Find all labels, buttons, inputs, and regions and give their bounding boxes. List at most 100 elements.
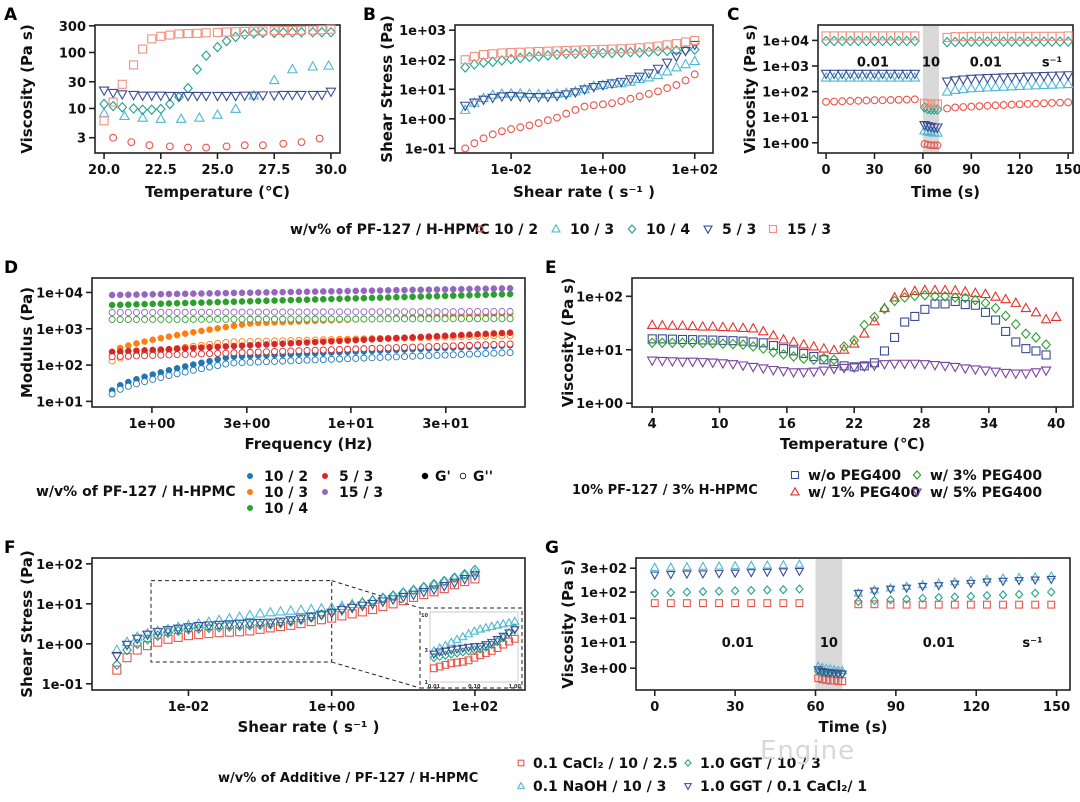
legend-label: G'' (473, 469, 493, 485)
data-point (589, 45, 599, 55)
panel-F: F 0.01 0.10 1.00 1 3 10 1e-02 1e+00 1e+02 1e-01 1e+… (4, 538, 526, 736)
data-point (966, 600, 975, 609)
data-point (193, 111, 205, 122)
data-point (238, 298, 246, 305)
legend-label: w/o PEG400 (808, 468, 901, 484)
data-point (569, 88, 581, 99)
data-point (852, 71, 864, 82)
data-point (1055, 36, 1066, 47)
inset-data-point (476, 651, 485, 660)
data-point (899, 287, 911, 298)
data-point (441, 286, 449, 293)
panel-D: D 1e+00 3e+00 1e+01 3e+01 1e+01 1e+02 1e+03 1e+0… (4, 258, 526, 453)
data-point (929, 360, 941, 371)
data-point (230, 289, 238, 297)
data-point (141, 630, 154, 641)
data-point (384, 315, 392, 323)
legend-label: 10 / 3 (264, 485, 308, 501)
data-point (469, 58, 480, 70)
x-tick-label: 1e-02 (490, 163, 531, 178)
data-point (317, 25, 327, 35)
inset-data-point (498, 632, 509, 642)
data-point (429, 578, 439, 590)
data-point (860, 71, 872, 82)
series-1-0-ggt-0-1-cacl-1 (649, 567, 1057, 680)
inset-data-point (475, 642, 485, 652)
data-point (665, 561, 676, 571)
data-point (258, 141, 267, 150)
data-point (998, 577, 1008, 587)
panel-label: A (4, 5, 18, 25)
inset-data-point (469, 643, 480, 652)
data-point (966, 591, 976, 602)
data-point (367, 599, 379, 610)
data-point (142, 633, 153, 645)
data-point (262, 315, 270, 323)
x-tick-label: 1e+00 (128, 417, 175, 432)
data-point (222, 298, 230, 306)
series-10-2-g- (108, 349, 514, 398)
inset-data-point (457, 644, 468, 654)
data-point (714, 560, 724, 570)
data-point (112, 665, 122, 675)
data-point (142, 641, 153, 651)
data-point (687, 357, 699, 368)
data-point (482, 350, 490, 358)
legend-marker (912, 470, 922, 480)
data-point (400, 308, 408, 316)
data-point (124, 382, 132, 390)
x-tick-label: 60 (914, 163, 932, 178)
data-point (246, 348, 254, 356)
legend-marker (476, 225, 484, 233)
data-point (746, 585, 756, 596)
data-point (922, 122, 934, 133)
data-point (853, 35, 864, 47)
data-point (506, 48, 516, 58)
data-point (1011, 337, 1021, 347)
data-point (708, 335, 718, 345)
data-point (265, 623, 275, 633)
annotation: 10 (922, 56, 940, 71)
data-point (173, 308, 181, 316)
data-point (189, 350, 197, 358)
data-point (222, 343, 230, 350)
data-point (327, 315, 335, 323)
x-tick-label: 150 (1043, 700, 1070, 715)
data-point (828, 71, 840, 82)
data-point (254, 607, 266, 618)
data-point (662, 40, 672, 50)
data-point (449, 580, 460, 590)
inset-data-point (429, 650, 439, 660)
y-tick-label: 1e+03 (36, 323, 83, 338)
data-point (798, 338, 810, 349)
data-point (957, 75, 969, 86)
data-point (661, 65, 673, 76)
data-point (137, 111, 149, 122)
data-point (625, 43, 636, 53)
data-point (727, 360, 739, 370)
legend-label: 10 / 3 (570, 222, 614, 238)
data-point (657, 337, 668, 349)
y-axis-label: Viscosity (Pa s) (559, 278, 577, 407)
data-point (230, 315, 238, 323)
data-point (788, 336, 800, 346)
data-point (206, 343, 213, 351)
data-point (461, 144, 470, 153)
data-point (885, 69, 897, 80)
data-point (677, 337, 688, 349)
inset-data-point (486, 638, 497, 648)
data-point (254, 297, 262, 305)
data-point (662, 45, 673, 57)
data-point (844, 71, 856, 82)
data-point (998, 36, 1009, 47)
data-point (164, 91, 176, 102)
data-point (474, 285, 481, 293)
data-point (433, 351, 441, 359)
y-tick-label: 1e+00 (576, 397, 623, 412)
data-point (515, 47, 525, 57)
y-tick-label: 1e+02 (399, 54, 446, 69)
data-point (319, 346, 327, 354)
data-point (949, 76, 961, 87)
data-point (319, 308, 327, 316)
data-point (469, 571, 481, 582)
